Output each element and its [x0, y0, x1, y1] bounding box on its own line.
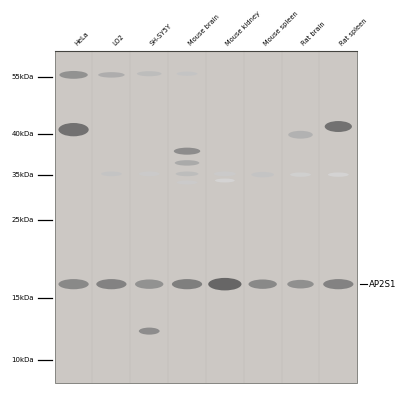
- Text: HeLa: HeLa: [74, 31, 90, 47]
- Ellipse shape: [248, 279, 277, 289]
- Text: Rat spleen: Rat spleen: [338, 18, 368, 47]
- Text: 55kDa: 55kDa: [11, 74, 34, 80]
- Ellipse shape: [214, 172, 236, 176]
- Text: SH-SY5Y: SH-SY5Y: [149, 23, 173, 47]
- Text: Mouse kidney: Mouse kidney: [225, 10, 262, 47]
- Ellipse shape: [58, 279, 89, 289]
- Ellipse shape: [139, 328, 160, 335]
- Ellipse shape: [137, 71, 162, 76]
- Text: 40kDa: 40kDa: [11, 130, 34, 136]
- Ellipse shape: [98, 72, 125, 78]
- Ellipse shape: [215, 178, 235, 182]
- Ellipse shape: [139, 172, 160, 176]
- Ellipse shape: [325, 121, 352, 132]
- Ellipse shape: [323, 279, 354, 289]
- Text: 25kDa: 25kDa: [11, 217, 34, 223]
- Text: AP2S1: AP2S1: [369, 280, 396, 288]
- Ellipse shape: [135, 279, 163, 289]
- Ellipse shape: [174, 148, 200, 155]
- Ellipse shape: [96, 279, 126, 289]
- Ellipse shape: [208, 278, 242, 290]
- Bar: [55, 51, 357, 383]
- Ellipse shape: [177, 71, 198, 76]
- Ellipse shape: [288, 131, 313, 138]
- Text: LO2: LO2: [111, 34, 125, 47]
- Text: 35kDa: 35kDa: [11, 172, 34, 178]
- Ellipse shape: [172, 279, 202, 289]
- Ellipse shape: [175, 160, 199, 166]
- Ellipse shape: [287, 280, 314, 288]
- Ellipse shape: [177, 180, 198, 184]
- Text: 15kDa: 15kDa: [11, 295, 34, 301]
- Text: Mouse spleen: Mouse spleen: [263, 10, 299, 47]
- Text: Rat brain: Rat brain: [300, 21, 326, 47]
- Ellipse shape: [328, 172, 349, 177]
- Ellipse shape: [58, 123, 89, 136]
- Text: Mouse brain: Mouse brain: [187, 14, 220, 47]
- Ellipse shape: [176, 172, 198, 176]
- Ellipse shape: [59, 71, 88, 79]
- Text: 10kDa: 10kDa: [11, 358, 34, 363]
- Ellipse shape: [101, 172, 122, 176]
- Ellipse shape: [251, 172, 274, 178]
- Ellipse shape: [290, 172, 311, 177]
